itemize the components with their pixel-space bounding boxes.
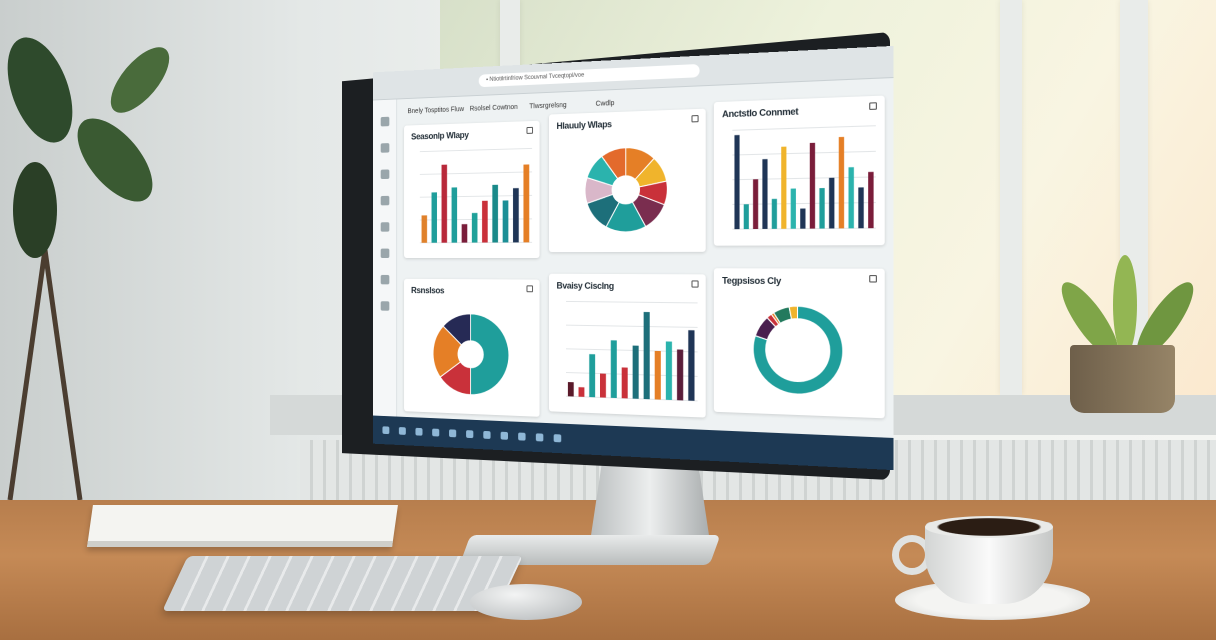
chart xyxy=(404,121,540,258)
bar xyxy=(421,215,428,243)
donut-slice xyxy=(471,314,509,396)
bar xyxy=(838,136,845,229)
panel-title: Hlauuly Wlaps xyxy=(556,119,612,131)
panel-menu-icon[interactable] xyxy=(691,280,699,288)
panel-title: Seasonlp Wlapy xyxy=(411,130,469,142)
coffee xyxy=(925,516,1053,538)
monitor-screen: ▪ Ntiotilrtinfriow Scouvnal Tvceqtopl/vo… xyxy=(372,45,894,471)
chart xyxy=(714,268,885,418)
panel-menu-icon[interactable] xyxy=(691,115,699,123)
gridline xyxy=(566,325,698,327)
bar xyxy=(762,159,768,229)
bar xyxy=(743,204,749,230)
bar xyxy=(482,200,488,243)
donut-slice xyxy=(585,177,613,203)
donut-slice xyxy=(440,361,470,394)
bar xyxy=(578,387,585,397)
panel-title: Tegpsisos Cly xyxy=(722,275,781,287)
bar xyxy=(567,382,574,397)
panel-title: Bvaisy Cisclng xyxy=(556,280,614,291)
gridline xyxy=(566,301,698,302)
bar xyxy=(800,208,806,229)
plant-right xyxy=(1061,255,1194,358)
bar xyxy=(441,164,448,243)
bar xyxy=(471,212,478,243)
bar xyxy=(734,135,740,230)
bar xyxy=(632,345,639,399)
chart-panel: Bvaisy Cisclng xyxy=(548,273,706,418)
bar xyxy=(819,188,825,229)
bar xyxy=(753,179,759,230)
notebook xyxy=(87,505,398,547)
keyboard xyxy=(162,556,523,611)
gridline xyxy=(732,151,875,155)
bar xyxy=(858,187,864,229)
bar xyxy=(771,198,777,229)
panel-menu-icon[interactable] xyxy=(869,275,877,283)
gridline xyxy=(732,177,875,180)
bar xyxy=(513,188,519,243)
plant-left xyxy=(7,37,170,500)
chart xyxy=(404,279,540,417)
bar xyxy=(431,192,438,243)
chart-panel: Anctstlo Connmet xyxy=(713,95,885,246)
tab-4[interactable]: Cwdlp xyxy=(595,100,615,108)
bar xyxy=(677,349,684,401)
bar xyxy=(790,188,796,229)
gridline xyxy=(420,172,532,175)
chart-panel: Rsnslsos xyxy=(404,278,540,417)
bar xyxy=(781,146,787,229)
panel-menu-icon[interactable] xyxy=(526,126,534,134)
bar xyxy=(523,164,530,243)
tab-3[interactable]: Tlwsrgrelsng xyxy=(529,102,567,111)
bar xyxy=(589,354,596,398)
chart-panel: Hlauuly Wlaps xyxy=(548,108,706,253)
bar xyxy=(688,330,695,401)
bar xyxy=(461,224,468,243)
chart xyxy=(549,274,706,418)
chart-panel: Tegpsisos Cly xyxy=(713,268,885,419)
address-bar[interactable]: ▪ Ntiotilrtinfriow Scouvnal Tvceqtopl/vo… xyxy=(478,63,700,88)
bar xyxy=(502,200,509,243)
bar xyxy=(611,340,617,399)
monitor-stand xyxy=(590,462,710,542)
panel-title: Rsnslsos xyxy=(411,285,445,296)
chart-panel: Seasonlp Wlapy xyxy=(404,120,540,259)
panel-menu-icon[interactable] xyxy=(526,285,534,293)
sidebar xyxy=(372,99,398,417)
gridline xyxy=(732,126,875,131)
bar xyxy=(451,187,458,243)
mouse xyxy=(470,584,582,620)
plant-pot xyxy=(1070,345,1175,413)
tab-1[interactable]: Bnely Tosptitos Fluw xyxy=(407,106,465,116)
gridline xyxy=(420,148,532,151)
chart xyxy=(549,109,706,252)
donut-slice xyxy=(602,148,626,179)
bar xyxy=(829,177,835,229)
bar xyxy=(868,171,874,229)
bar xyxy=(492,184,498,243)
bar xyxy=(665,341,672,401)
bar xyxy=(621,367,628,399)
bar xyxy=(654,350,661,400)
donut-slice xyxy=(626,147,654,180)
panel-menu-icon[interactable] xyxy=(869,102,877,110)
tab-2[interactable]: Rsolsel Cowtnon xyxy=(469,103,518,113)
donut-slice xyxy=(587,156,618,186)
bar xyxy=(809,142,816,229)
bar xyxy=(599,373,606,398)
bar xyxy=(848,167,854,229)
bar xyxy=(643,311,650,400)
donut-slice xyxy=(639,181,668,205)
donut-slice xyxy=(606,202,646,232)
